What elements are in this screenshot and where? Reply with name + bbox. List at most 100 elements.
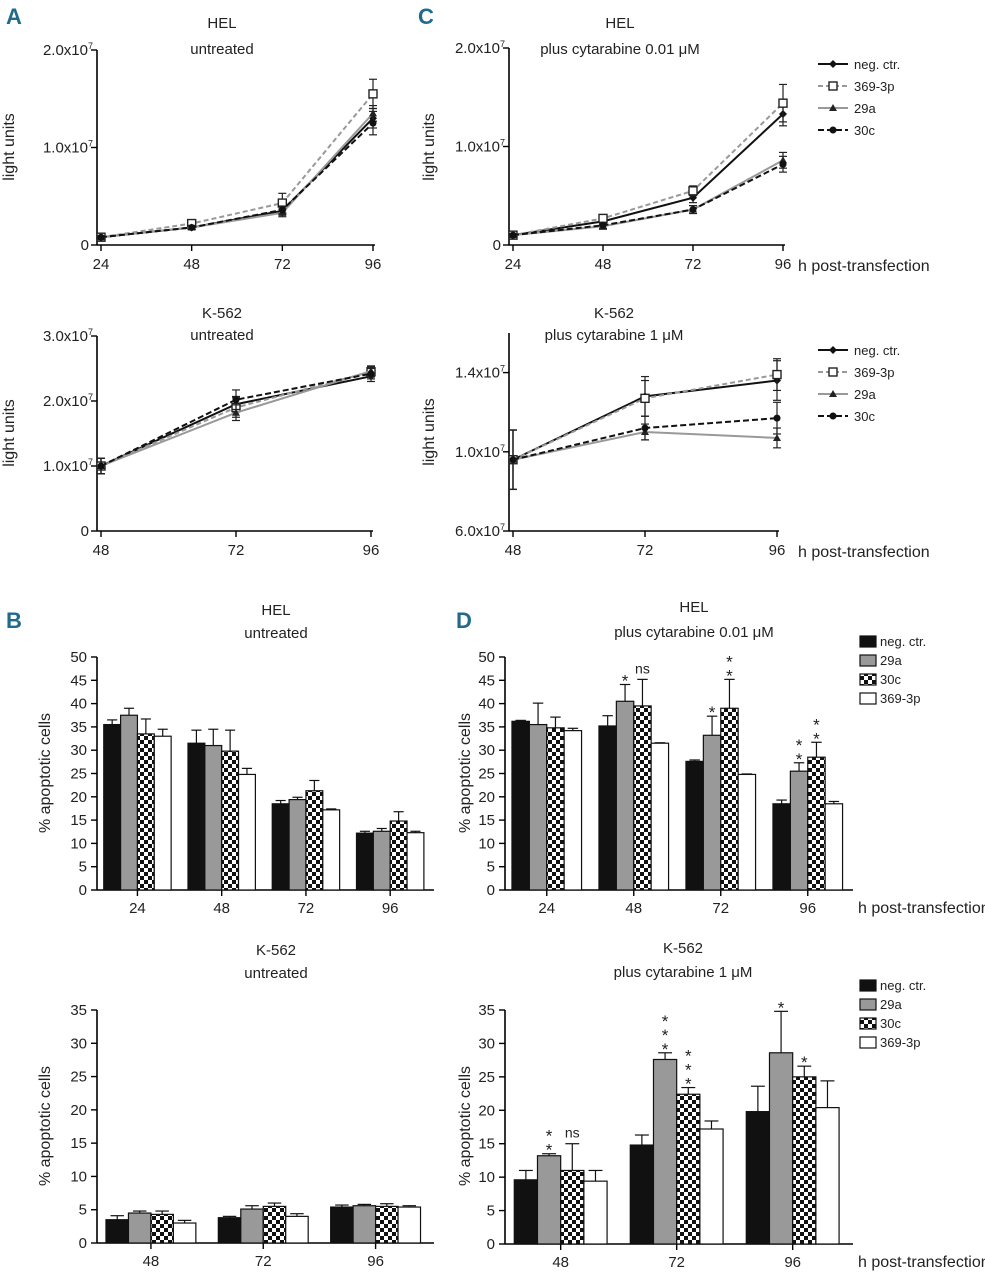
y-tick-label: 6.0x107	[455, 522, 505, 540]
legend-swatch	[859, 673, 877, 686]
legend: neg. ctr. 369-3p 29a 30c	[818, 57, 900, 138]
chart-title: untreated	[244, 965, 307, 982]
y-tick-label: 5	[79, 859, 87, 876]
data-point-s369	[772, 369, 782, 380]
y-tick-label: 5	[79, 1202, 87, 1219]
x-tick-label: 48	[552, 1254, 569, 1271]
significance-star: *	[546, 1141, 553, 1160]
chart-title: plus cytarabine 0.01 μM	[614, 624, 774, 641]
bar-neg	[103, 723, 122, 891]
bar-neg	[513, 1179, 539, 1245]
x-tick-label: 96	[775, 256, 792, 273]
legend-swatch	[859, 998, 877, 1011]
bar-s29a	[288, 798, 307, 891]
bar-s30c	[389, 820, 408, 891]
series-neg	[513, 1085, 771, 1245]
data-point-s30c	[509, 231, 517, 239]
legend-label: 30c	[880, 1016, 901, 1031]
y-axis-label: % apoptotic cells	[37, 1066, 54, 1186]
series-line-s30c	[100, 372, 372, 467]
legend-marker	[829, 126, 837, 134]
bar-s29a	[702, 734, 722, 891]
series-s30c	[560, 1065, 817, 1245]
panel-label-b: B	[6, 608, 22, 633]
bar-s369	[699, 1128, 724, 1245]
data-point-s30c	[367, 370, 375, 378]
significance-ns: ns	[565, 1125, 580, 1141]
y-tick-label: 20	[478, 789, 495, 806]
bar-s29a	[652, 1058, 678, 1245]
legend-label: neg. ctr.	[880, 978, 926, 993]
bar-neg	[629, 1144, 655, 1245]
chart-title: HEL	[261, 602, 290, 619]
legend-label: neg. ctr.	[854, 343, 900, 358]
bar-s30c	[546, 727, 565, 891]
legend: neg. ctr. 369-3p 29a 30c	[818, 343, 900, 424]
y-tick-label: 1.0x107	[43, 457, 93, 475]
series-line-s29a	[512, 159, 784, 237]
bar-s29a	[372, 830, 391, 891]
bar-s30c	[807, 756, 826, 891]
line-chart-a1: HEL untreated light units 0 1.0x107 2.0x107 24…	[1, 15, 381, 273]
x-axis-label: h post-transfection	[858, 1254, 985, 1271]
x-tick-label: 96	[769, 542, 786, 559]
chart-title: K-562	[202, 305, 242, 322]
y-axis-label: light units	[1, 399, 18, 467]
legend-label: 29a	[854, 101, 876, 116]
series-s29a	[119, 707, 391, 891]
series-s29a	[509, 151, 787, 239]
y-tick-label: 25	[70, 766, 87, 783]
significance-ns: ns	[635, 660, 650, 676]
series-s369	[583, 1080, 840, 1245]
y-tick-label: 0	[487, 882, 495, 899]
bar-s369	[650, 742, 670, 891]
legend-label: 30c	[854, 409, 875, 424]
significance-star: *	[546, 1127, 553, 1146]
y-tick-label: 20	[70, 789, 87, 806]
y-tick-label: 40	[478, 696, 495, 713]
x-tick-label: 96	[784, 1254, 801, 1271]
series-s369	[153, 728, 425, 891]
data-point-s30c	[599, 221, 607, 229]
significance-star: *	[813, 715, 820, 734]
x-tick-label: 72	[274, 256, 291, 273]
series-line-s30c	[512, 163, 784, 237]
significance-star: *	[726, 666, 733, 685]
bar-s30c	[792, 1076, 817, 1245]
bar-neg	[745, 1111, 771, 1245]
legend-marker	[829, 104, 837, 111]
y-tick-label: 40	[70, 696, 87, 713]
x-tick-label: 96	[367, 1253, 384, 1270]
data-point-s369	[688, 186, 698, 196]
legend-marker	[828, 81, 838, 91]
y-tick-label: 0	[79, 1235, 87, 1252]
x-tick-label: 48	[183, 256, 200, 273]
data-point-s30c	[773, 414, 781, 422]
significance-star: *	[801, 1053, 808, 1072]
data-point-s30c	[779, 160, 787, 168]
y-tick-label: 1.0x107	[43, 139, 93, 157]
bar-neg	[772, 803, 791, 891]
series-s30c	[97, 110, 377, 241]
data-point-s30c	[689, 206, 697, 214]
bar-s30c	[150, 1213, 174, 1244]
chart-title: HEL	[207, 15, 236, 32]
y-tick-label: 1.0x107	[455, 443, 505, 461]
series-neg	[103, 719, 374, 891]
y-tick-label: 0	[81, 523, 89, 540]
legend-label: 369-3p	[854, 79, 894, 94]
series-line-neg	[512, 113, 784, 237]
x-tick-label: 24	[93, 256, 110, 273]
series-line-s369	[512, 102, 784, 237]
bar-s369	[322, 809, 341, 891]
x-tick-label: 24	[538, 900, 555, 917]
bar-s369	[824, 803, 844, 891]
data-point-s30c	[641, 424, 649, 432]
x-tick-label: 48	[143, 1253, 160, 1270]
y-tick-label: 25	[70, 1069, 87, 1086]
chart-title: HEL	[605, 15, 634, 32]
x-tick-label: 72	[255, 1253, 272, 1270]
line-chart-c1: HEL plus cytarabine 0.01 μM light units 0 1.…	[421, 15, 930, 275]
y-tick-label: 30	[478, 742, 495, 759]
x-tick-label: 72	[298, 900, 315, 917]
